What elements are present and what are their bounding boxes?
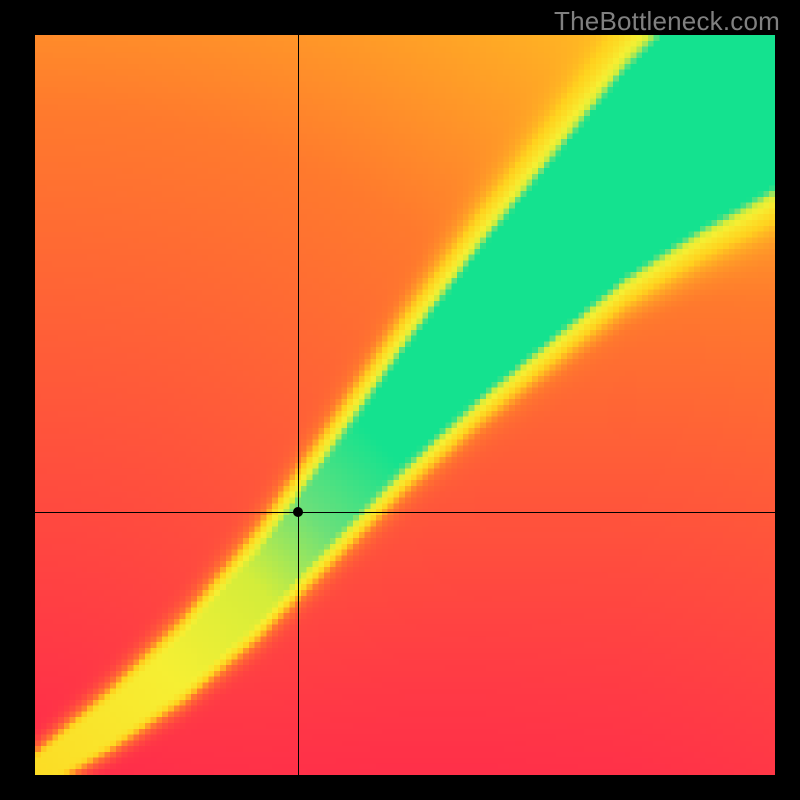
figure-container: TheBottleneck.com [0,0,800,800]
watermark-text: TheBottleneck.com [554,6,780,37]
crosshair-horizontal [35,512,775,513]
crosshair-point [293,507,303,517]
crosshair-vertical [298,35,299,775]
bottleneck-heatmap [35,35,775,775]
